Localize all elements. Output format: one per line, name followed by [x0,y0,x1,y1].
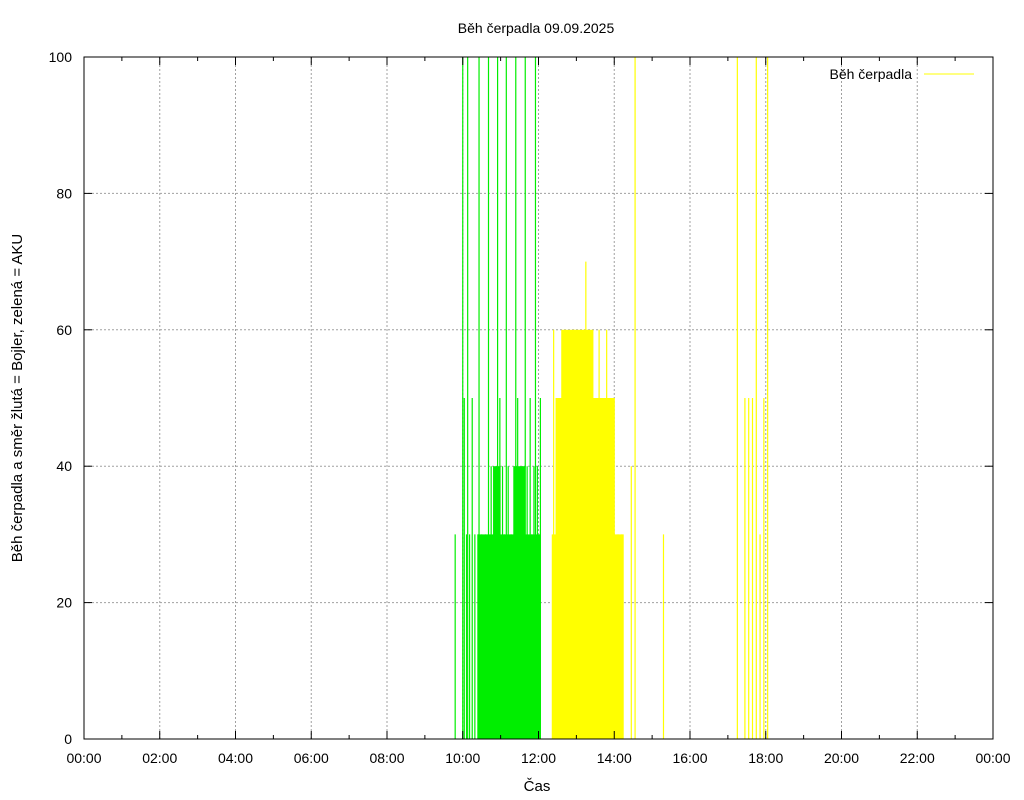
x-tick-label: 22:00 [900,750,935,766]
x-axis-label: Čas [524,778,551,795]
x-tick-labels: 00:00 02:00 04:00 06:00 08:00 10:00 12:00 14:00… [66,750,1010,766]
y-tick-label: 60 [56,322,72,338]
x-tick-label: 06:00 [294,750,329,766]
x-tick-label: 18:00 [748,750,783,766]
data-fill-block [493,466,501,739]
data-fill-block [477,534,541,739]
x-tick-label: 00:00 [975,750,1010,766]
legend: Běh čerpadla [829,66,974,82]
x-tick-label: 04:00 [218,750,253,766]
y-tick-label: 20 [56,595,72,611]
chart-title: Běh čerpadla 09.09.2025 [458,20,615,36]
series-bojler [551,57,769,739]
y-tick-label: 80 [56,185,72,201]
x-tick-label: 10:00 [445,750,480,766]
y-tick-label: 40 [56,458,72,474]
y-tick-label: 0 [64,731,72,747]
x-tick-label: 08:00 [369,750,404,766]
series-aku [454,57,541,739]
x-tick-label: 16:00 [672,750,707,766]
y-axis-label: Běh čerpadla a směr žlutá = Bojler, zele… [9,234,26,563]
legend-label: Běh čerpadla [829,66,912,82]
x-tick-label: 12:00 [521,750,556,766]
x-tick-label: 20:00 [824,750,859,766]
data-bars [454,57,769,739]
x-tick-label: 14:00 [597,750,632,766]
y-tick-label: 100 [49,49,73,65]
x-tick-label: 00:00 [66,750,101,766]
x-tick-label: 02:00 [142,750,177,766]
tick-marks [83,56,994,740]
data-fill-block [561,329,594,739]
y-tick-labels: 0 20 40 60 80 100 [49,49,73,747]
